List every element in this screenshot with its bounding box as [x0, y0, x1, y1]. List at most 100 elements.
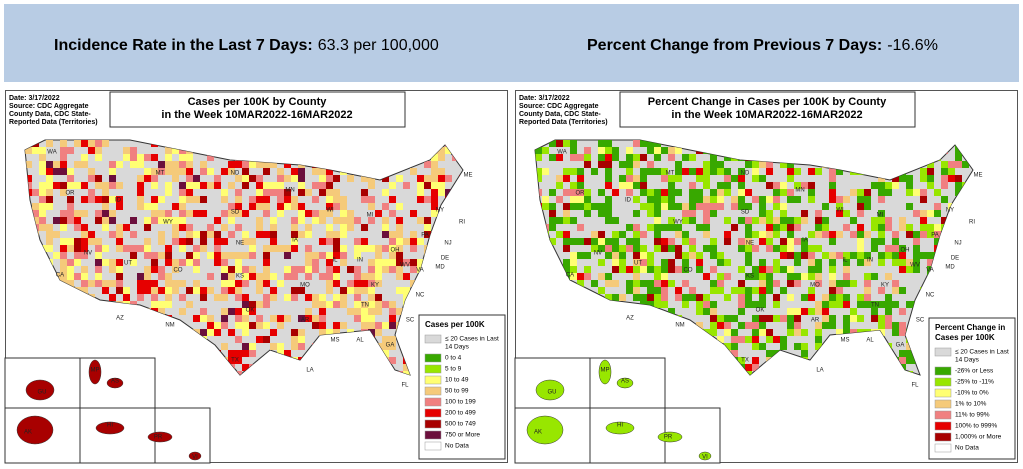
county-patch: [654, 224, 661, 231]
county-patch: [368, 182, 375, 189]
county-patch: [780, 245, 787, 252]
county-patch: [298, 315, 305, 322]
county-patch: [144, 266, 151, 273]
county-patch: [752, 343, 759, 350]
county-patch: [207, 273, 214, 280]
county-patch: [298, 336, 305, 343]
county-patch: [242, 231, 249, 238]
county-patch: [179, 308, 186, 315]
county-patch: [298, 217, 305, 224]
county-patch: [934, 224, 941, 231]
county-patch: [563, 140, 570, 147]
county-patch: [326, 224, 333, 231]
county-patch: [787, 231, 794, 238]
county-patch: [878, 238, 885, 245]
county-patch: [95, 259, 102, 266]
county-patch: [640, 175, 647, 182]
county-patch: [81, 252, 88, 259]
county-patch: [53, 252, 60, 259]
county-patch: [291, 294, 298, 301]
county-patch: [829, 301, 836, 308]
county-patch: [291, 343, 298, 350]
county-patch: [661, 294, 668, 301]
county-patch: [417, 182, 424, 189]
county-patch: [305, 231, 312, 238]
state-label: NE: [746, 241, 754, 247]
county-patch: [703, 175, 710, 182]
county-patch: [675, 224, 682, 231]
county-patch: [151, 203, 158, 210]
county-patch: [347, 308, 354, 315]
county-patch: [766, 280, 773, 287]
county-patch: [109, 294, 116, 301]
county-patch: [109, 175, 116, 182]
county-patch: [787, 280, 794, 287]
county-patch: [284, 273, 291, 280]
county-patch: [822, 322, 829, 329]
county-patch: [605, 273, 612, 280]
county-patch: [74, 210, 81, 217]
county-patch: [263, 280, 270, 287]
county-patch: [431, 182, 438, 189]
county-patch: [577, 168, 584, 175]
county-patch: [389, 336, 396, 343]
inset-shape: [188, 451, 202, 461]
county-patch: [668, 245, 675, 252]
county-patch: [305, 308, 312, 315]
county-patch: [256, 217, 263, 224]
county-patch: [123, 287, 130, 294]
county-patch: [591, 231, 598, 238]
county-patch: [242, 175, 249, 182]
county-patch: [626, 168, 633, 175]
county-patch: [88, 196, 95, 203]
county-patch: [291, 203, 298, 210]
county-patch: [333, 189, 340, 196]
county-patch: [60, 245, 67, 252]
county-patch: [626, 266, 633, 273]
county-patch: [696, 224, 703, 231]
county-patch: [738, 280, 745, 287]
county-patch: [60, 266, 67, 273]
county-patch: [577, 280, 584, 287]
county-patch: [857, 245, 864, 252]
county-patch: [584, 252, 591, 259]
county-patch: [731, 343, 738, 350]
county-patch: [668, 154, 675, 161]
county-patch: [74, 217, 81, 224]
county-patch: [745, 371, 752, 375]
inset-shape: [657, 431, 683, 443]
county-patch: [752, 273, 759, 280]
county-patch: [752, 364, 759, 371]
county-patch: [361, 245, 368, 252]
county-patch: [249, 350, 256, 357]
county-patch: [717, 203, 724, 210]
county-patch: [773, 196, 780, 203]
county-patch: [598, 210, 605, 217]
county-patch: [598, 245, 605, 252]
county-patch: [354, 245, 361, 252]
county-patch: [864, 294, 871, 301]
county-patch: [326, 210, 333, 217]
county-patch: [235, 189, 242, 196]
legend-title: Cases per 100K: [935, 333, 995, 342]
county-patch: [535, 147, 542, 154]
county-patch: [759, 217, 766, 224]
county-patch: [647, 161, 654, 168]
county-patch: [137, 189, 144, 196]
county-patch: [745, 245, 752, 252]
county-patch: [696, 294, 703, 301]
state-label: SD: [231, 210, 240, 216]
county-patch: [354, 252, 361, 259]
county-patch: [955, 175, 962, 182]
county-patch: [640, 266, 647, 273]
county-patch: [927, 168, 934, 175]
county-patch: [892, 238, 899, 245]
county-patch: [654, 301, 661, 308]
county-patch: [766, 329, 773, 336]
county-patch: [745, 273, 752, 280]
county-patch: [815, 308, 822, 315]
county-patch: [298, 189, 305, 196]
county-patch: [151, 210, 158, 217]
county-patch: [633, 210, 640, 217]
county-patch: [696, 189, 703, 196]
